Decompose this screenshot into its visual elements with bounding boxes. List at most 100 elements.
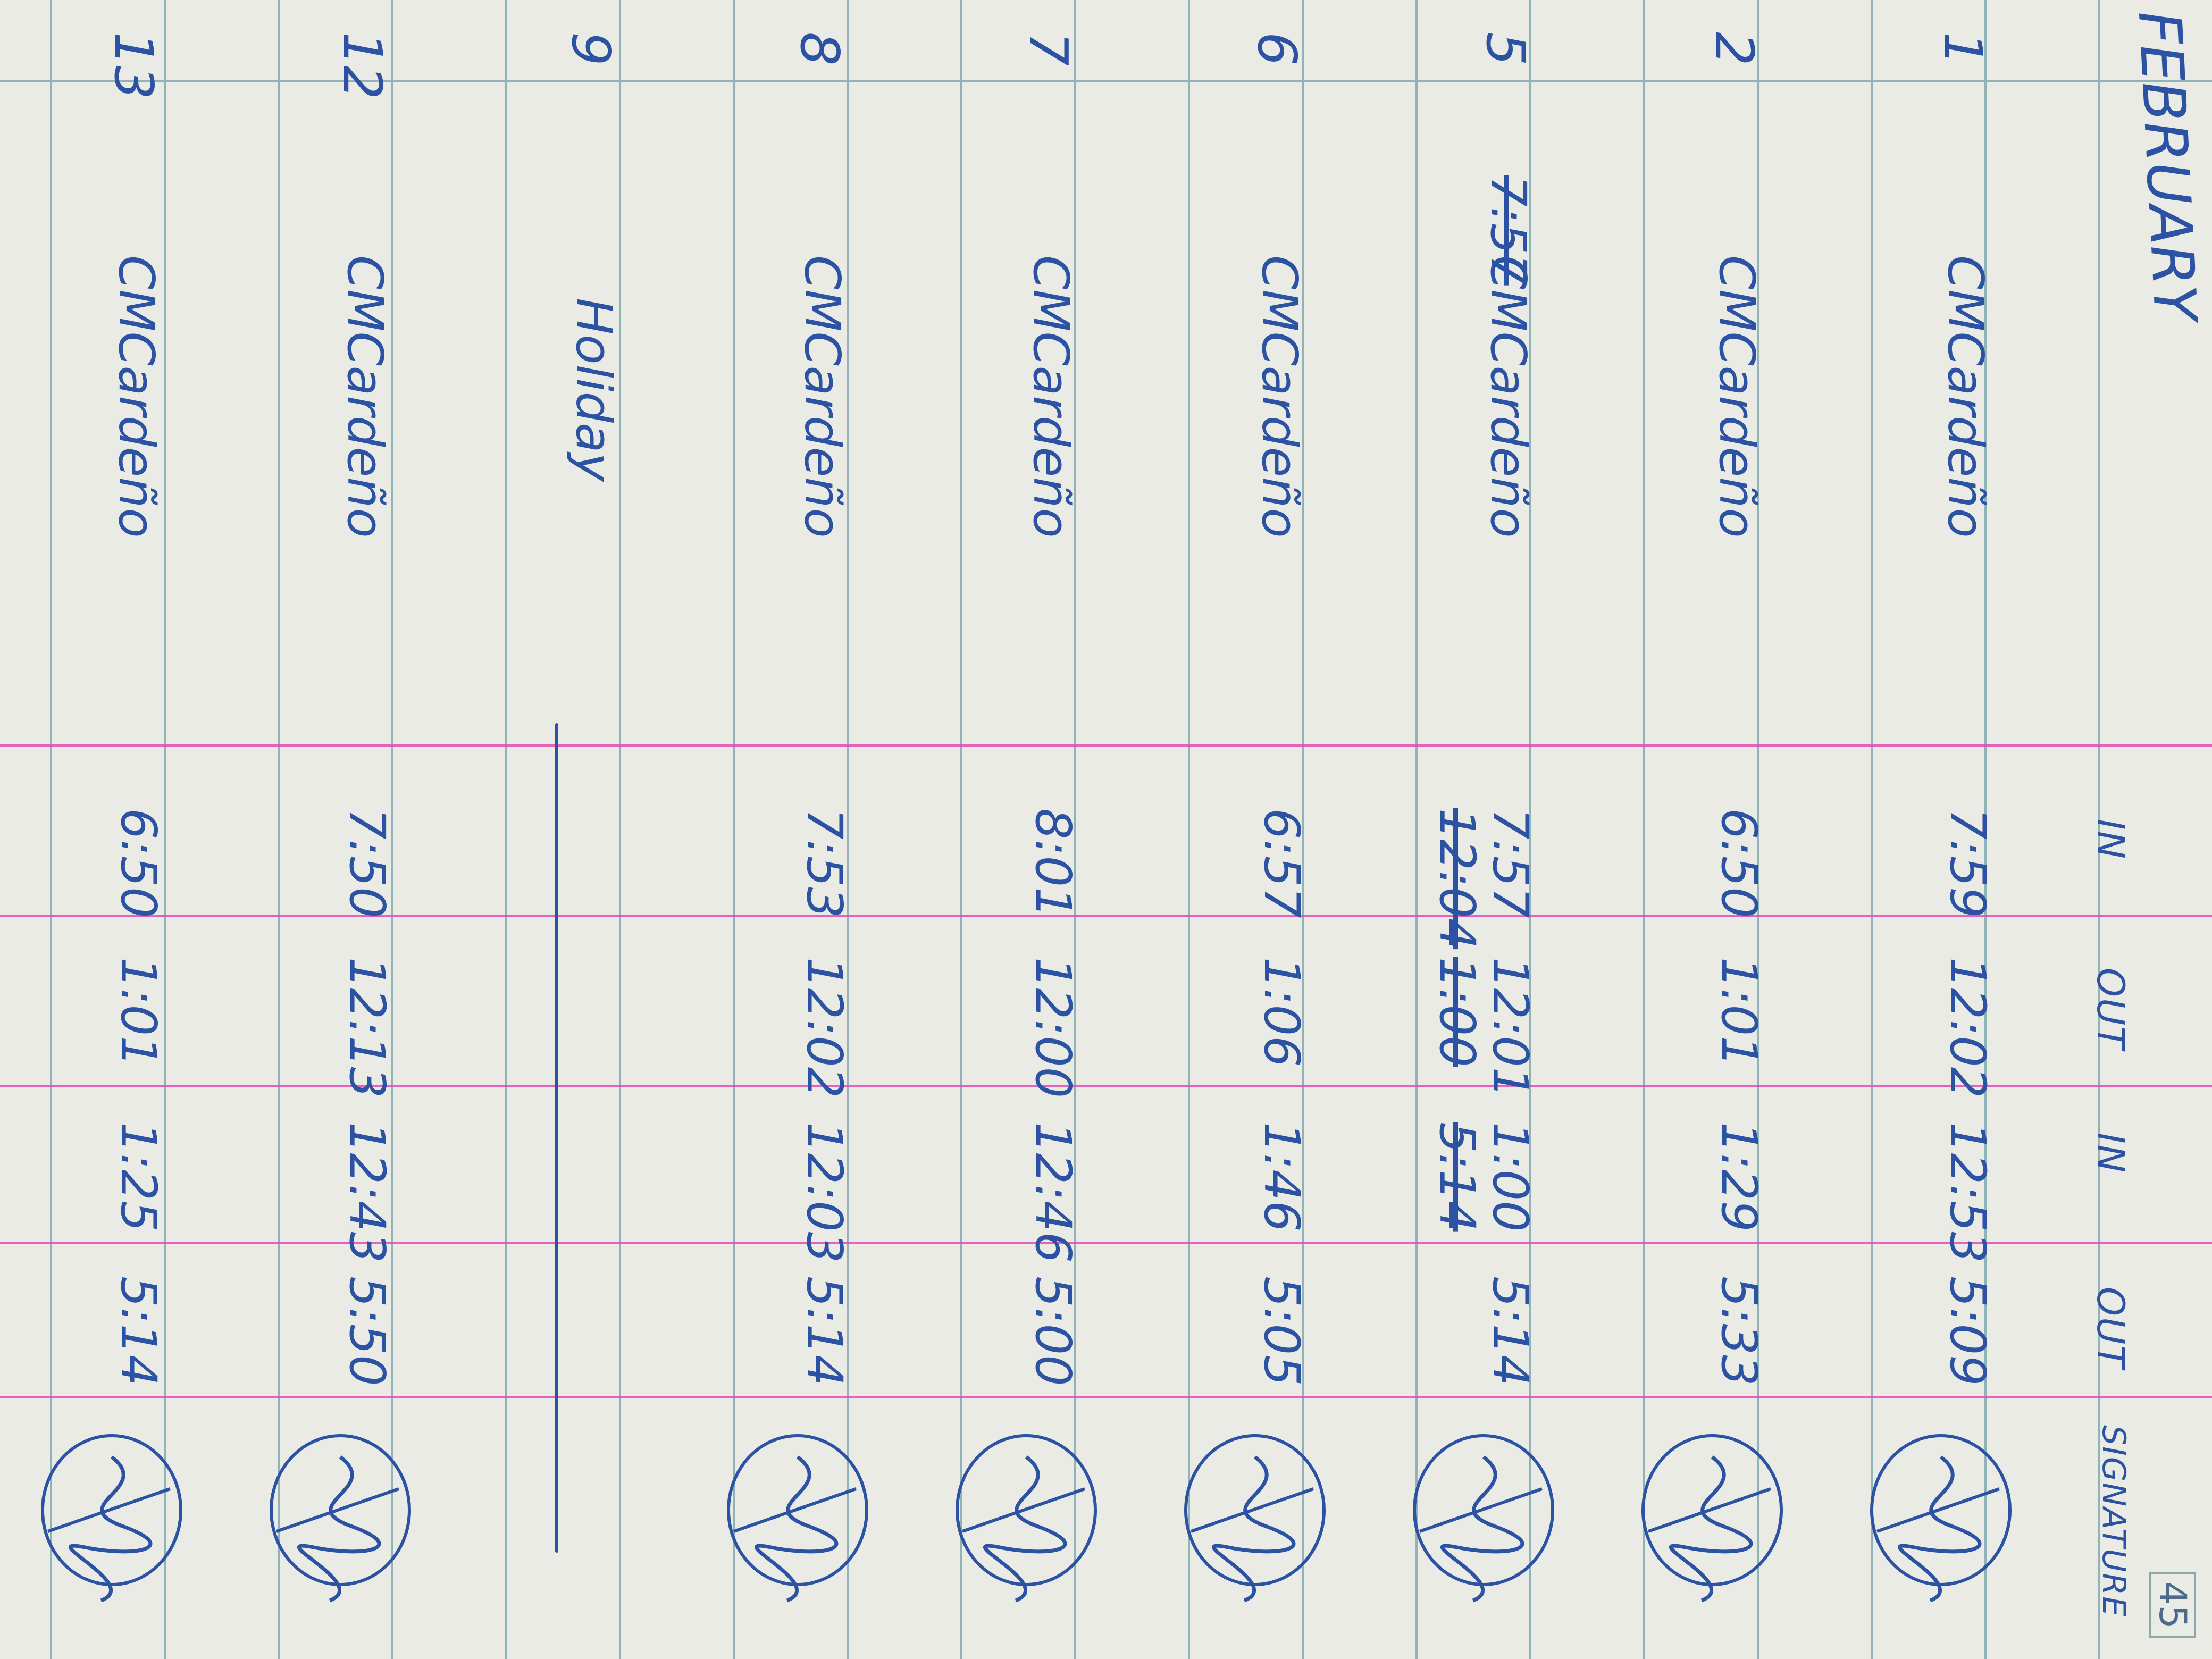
time-value: 1:06 [1253, 957, 1310, 1067]
signature [32, 1425, 202, 1616]
time-value: 5:14 [110, 1276, 167, 1386]
signature [718, 1425, 888, 1616]
signature-icon [41, 1434, 182, 1603]
time-value: 1:29 [1711, 1122, 1767, 1232]
signature-icon [727, 1434, 868, 1603]
time-out-cell: 5:33 [1711, 1276, 1767, 1386]
time-in-cell: 12:46 [1025, 1122, 1082, 1263]
time-value: 5:50 [339, 1276, 396, 1386]
signature-icon [1184, 1434, 1326, 1603]
time-in-cell: 6:50 [1711, 808, 1767, 918]
time-value: 1:01 [1711, 957, 1767, 1067]
time-value: 12:46 [1025, 1122, 1082, 1263]
date-cell: 6 [1246, 32, 1308, 66]
date-cell: 9 [560, 32, 622, 66]
time-value: 12:01 [1482, 957, 1539, 1099]
struck-time: 1:00 [1429, 957, 1486, 1067]
holiday-strike-line [555, 723, 558, 1553]
struck-time: 12:04 [1429, 808, 1486, 950]
time-value: 5:05 [1253, 1276, 1310, 1386]
holiday-label: Holiday [565, 298, 622, 482]
time-in-cell: 12:53 [1939, 1122, 1996, 1263]
struck-time: 5:14 [1429, 1122, 1486, 1232]
signature [1861, 1425, 2031, 1616]
time-out-cell: 12:01 1:00 [1429, 957, 1539, 1099]
time-in-cell: 1:46 [1253, 1122, 1310, 1232]
time-out-cell: 5:05 [1253, 1276, 1310, 1386]
time-out-cell: 12:02 [1939, 957, 1996, 1099]
time-value: 12:13 [339, 957, 396, 1099]
name-cell: CMCardeño [1937, 255, 1994, 538]
time-out-cell: 12:02 [796, 957, 853, 1099]
name-cell: CMCardeño [108, 255, 165, 538]
signature [261, 1425, 431, 1616]
signature-icon [956, 1434, 1097, 1603]
header-in-2: IN [2089, 1133, 2132, 1174]
header-out-1: OUT [2089, 968, 2132, 1051]
signature-icon [270, 1434, 411, 1603]
table-row: 6 CMCardeño 6:57 1:06 1:46 5:05 [1133, 0, 1367, 1659]
time-out-cell: 5:09 [1939, 1276, 1996, 1386]
time-value: 6:50 [110, 808, 167, 918]
time-value: 5:14 [1482, 1276, 1539, 1386]
header-signature: SIGNATURE [2095, 1425, 2132, 1618]
time-out-cell: 5:14 [796, 1276, 853, 1386]
time-in-cell: 8:01 [1025, 808, 1082, 918]
signature [1632, 1425, 1803, 1616]
time-value: 8:01 [1025, 808, 1082, 918]
time-value: 7:59 [1939, 808, 1996, 918]
month-title: FEBRUARY [2125, 9, 2210, 323]
time-in-cell: 1:29 [1711, 1122, 1767, 1232]
time-in-cell: 7:57 12:04 [1429, 808, 1539, 950]
time-value: 1:00 [1482, 1122, 1539, 1232]
header-in-1: IN [2089, 819, 2132, 860]
date-cell: 8 [789, 32, 851, 66]
table-row: 8 CMCardeño 7:53 12:02 12:03 5:14 [675, 0, 909, 1659]
time-in-cell: 7:50 [339, 808, 396, 918]
signature [1404, 1425, 1574, 1616]
signature-icon [1870, 1434, 2012, 1603]
name-cell: CMCardeño [1023, 255, 1079, 538]
time-out-cell: 1:01 [1711, 957, 1767, 1067]
name-cell: CMCardeño [1480, 255, 1537, 538]
name-cell: CMCardeño [1251, 255, 1308, 538]
time-value: 7:50 [339, 808, 396, 918]
time-value: 12:43 [339, 1122, 396, 1263]
time-value: 6:50 [1711, 808, 1767, 918]
time-value: 12:03 [796, 1122, 853, 1263]
time-in-cell: 1:25 [110, 1122, 167, 1232]
time-in-cell: 6:57 [1253, 808, 1310, 918]
time-value: 12:02 [1939, 957, 1996, 1099]
name-cell: CMCardeño [1708, 255, 1765, 538]
date-cell: 5 [1474, 32, 1537, 66]
signature [946, 1425, 1117, 1616]
time-value: 5:00 [1025, 1276, 1082, 1386]
time-out-cell: 5:50 [339, 1276, 396, 1386]
date-cell: 2 [1703, 32, 1765, 66]
time-out-cell: 1:06 [1253, 957, 1310, 1067]
time-value: 5:14 [796, 1276, 853, 1386]
table-header: FEBRUARY IN OUT IN OUT SIGNATURE 45 [2052, 0, 2212, 1659]
date-cell: 1 [1932, 32, 1994, 66]
time-in-cell: 6:50 [110, 808, 167, 918]
time-value: 6:57 [1253, 808, 1310, 918]
time-value: 12:00 [1025, 957, 1082, 1099]
time-value: 5:09 [1939, 1276, 1996, 1386]
time-out-cell: 5:14 [1482, 1276, 1539, 1386]
time-value: 12:53 [1939, 1122, 1996, 1263]
time-value: 7:53 [796, 808, 853, 918]
name-cell: CMCardeño [337, 255, 393, 538]
table-row: 7 CMCardeño 8:01 12:00 12:46 5:00 [904, 0, 1138, 1659]
time-value: 12:02 [796, 957, 853, 1099]
time-out-cell: 5:14 [110, 1276, 167, 1386]
table-row: 5 7:57 CMCardeño 7:57 12:04 12:01 1:00 1:00 5:14… [1361, 0, 1595, 1659]
signature [1175, 1425, 1345, 1616]
table-row: 12 CMCardeño 7:50 12:13 12:43 5:50 [218, 0, 452, 1659]
time-in-cell: 12:43 [339, 1122, 396, 1263]
time-value: 1:25 [110, 1122, 167, 1232]
time-value: 1:46 [1253, 1122, 1310, 1232]
date-cell: 12 [331, 32, 393, 100]
time-out-cell: 5:00 [1025, 1276, 1082, 1386]
table-row: 13 CMCardeño 6:50 1:01 1:25 5:14 [0, 0, 223, 1659]
time-out-cell: 12:13 [339, 957, 396, 1099]
